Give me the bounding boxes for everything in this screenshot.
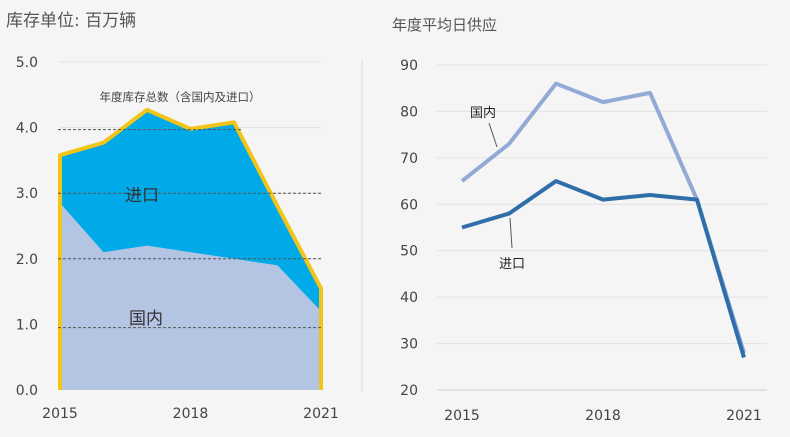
right-y-tick-label: 30 <box>400 337 418 353</box>
domestic-line-label: 国内 <box>470 105 496 121</box>
import-line-label: 进口 <box>499 257 525 272</box>
domestic-area <box>60 203 321 390</box>
left-x-tick-label: 2015 <box>42 406 78 422</box>
daily-supply-line-chart: 年度平均日供应 20 30 40 50 60 70 80 90 2015 2018 2021 国内… <box>392 16 767 424</box>
left-y-tick-label: 1.0 <box>16 317 38 333</box>
left-y-tick-label: 2.0 <box>16 252 38 268</box>
domestic-series-label: 国内 <box>129 309 163 329</box>
left-chart-title: 库存单位: 百万辆 <box>6 11 136 31</box>
import-leader-line <box>509 217 513 249</box>
import-area <box>60 109 321 312</box>
left-x-tick-label: 2021 <box>303 406 339 422</box>
import-series-label: 进口 <box>125 186 159 206</box>
left-dashed-lines <box>58 129 321 329</box>
right-y-tick-label: 50 <box>400 244 418 260</box>
right-chart-title: 年度平均日供应 <box>392 16 497 34</box>
total-outline <box>58 107 323 390</box>
left-y-tick-labels: 0.0 1.0 2.0 3.0 4.0 5.0 <box>16 55 38 399</box>
right-y-tick-label: 60 <box>400 197 418 213</box>
right-y-tick-label: 20 <box>400 383 418 399</box>
right-lines <box>460 81 746 359</box>
right-y-tick-label: 80 <box>400 104 418 120</box>
import-supply-line <box>461 179 746 359</box>
left-areas <box>58 107 323 390</box>
left-y-tick-label: 5.0 <box>16 55 38 71</box>
right-y-tick-labels: 20 30 40 50 60 70 80 90 <box>400 58 418 399</box>
left-x-tick-labels: 2015 2018 2021 <box>42 406 339 422</box>
domestic-leader-line <box>488 122 498 148</box>
right-x-tick-labels: 2015 2018 2021 <box>444 408 762 424</box>
right-y-tick-label: 40 <box>400 290 418 306</box>
right-x-tick-label: 2015 <box>444 408 480 424</box>
left-x-tick-label: 2018 <box>173 406 209 422</box>
right-x-tick-label: 2018 <box>585 408 621 424</box>
inventory-area-chart: 库存单位: 百万辆 0.0 1.0 2.0 3.0 4.0 5.0 2015 2018 202… <box>6 11 339 422</box>
left-y-tick-label: 4.0 <box>16 121 38 137</box>
left-y-tick-label: 3.0 <box>16 186 38 202</box>
right-y-tick-label: 70 <box>400 151 418 167</box>
right-x-tick-label: 2021 <box>726 408 762 424</box>
total-series-label: 年度库存总数（含国内及进口） <box>100 90 261 104</box>
right-y-tick-label: 90 <box>400 58 418 74</box>
left-y-tick-label: 0.0 <box>16 383 38 399</box>
